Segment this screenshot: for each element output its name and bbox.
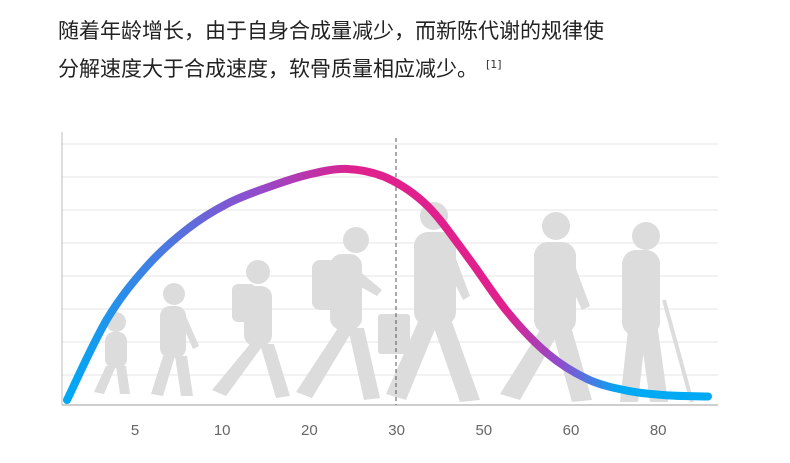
x-tick-label: 30: [388, 422, 405, 439]
x-tick-label: 5: [131, 422, 139, 439]
toddler-silhouette: [94, 312, 130, 394]
middle-aged-silhouette: [500, 212, 592, 402]
teen-silhouette: [296, 227, 382, 400]
caption-line-1: 随着年龄增长，由于自身合成量减少，而新陈代谢的规律使: [58, 19, 604, 43]
x-tick-label: 10: [214, 422, 231, 439]
x-tick-labels: 5 10 20 30 50 60 80: [131, 422, 667, 439]
adult-silhouette: [378, 202, 480, 402]
elderly-silhouette: [620, 222, 694, 403]
x-tick-label: 80: [650, 422, 667, 439]
chart-caption: 随着年龄增长，由于自身合成量减少，而新陈代谢的规律使 分解速度大于合成速度，软骨…: [58, 14, 758, 86]
schoolchild-silhouette: [212, 260, 290, 398]
reference-marker: [1]: [486, 58, 502, 71]
silhouettes: [94, 202, 694, 403]
child-silhouette: [151, 283, 199, 396]
x-tick-label: 20: [301, 422, 318, 439]
caption-line-2-text: 分解速度大于合成速度，软骨质量相应减少。: [58, 57, 478, 81]
x-tick-label: 60: [563, 422, 580, 439]
caption-line-2: 分解速度大于合成速度，软骨质量相应减少。 [1]: [58, 48, 758, 86]
x-tick-label: 50: [475, 422, 492, 439]
cartilage-curve: [63, 164, 712, 404]
